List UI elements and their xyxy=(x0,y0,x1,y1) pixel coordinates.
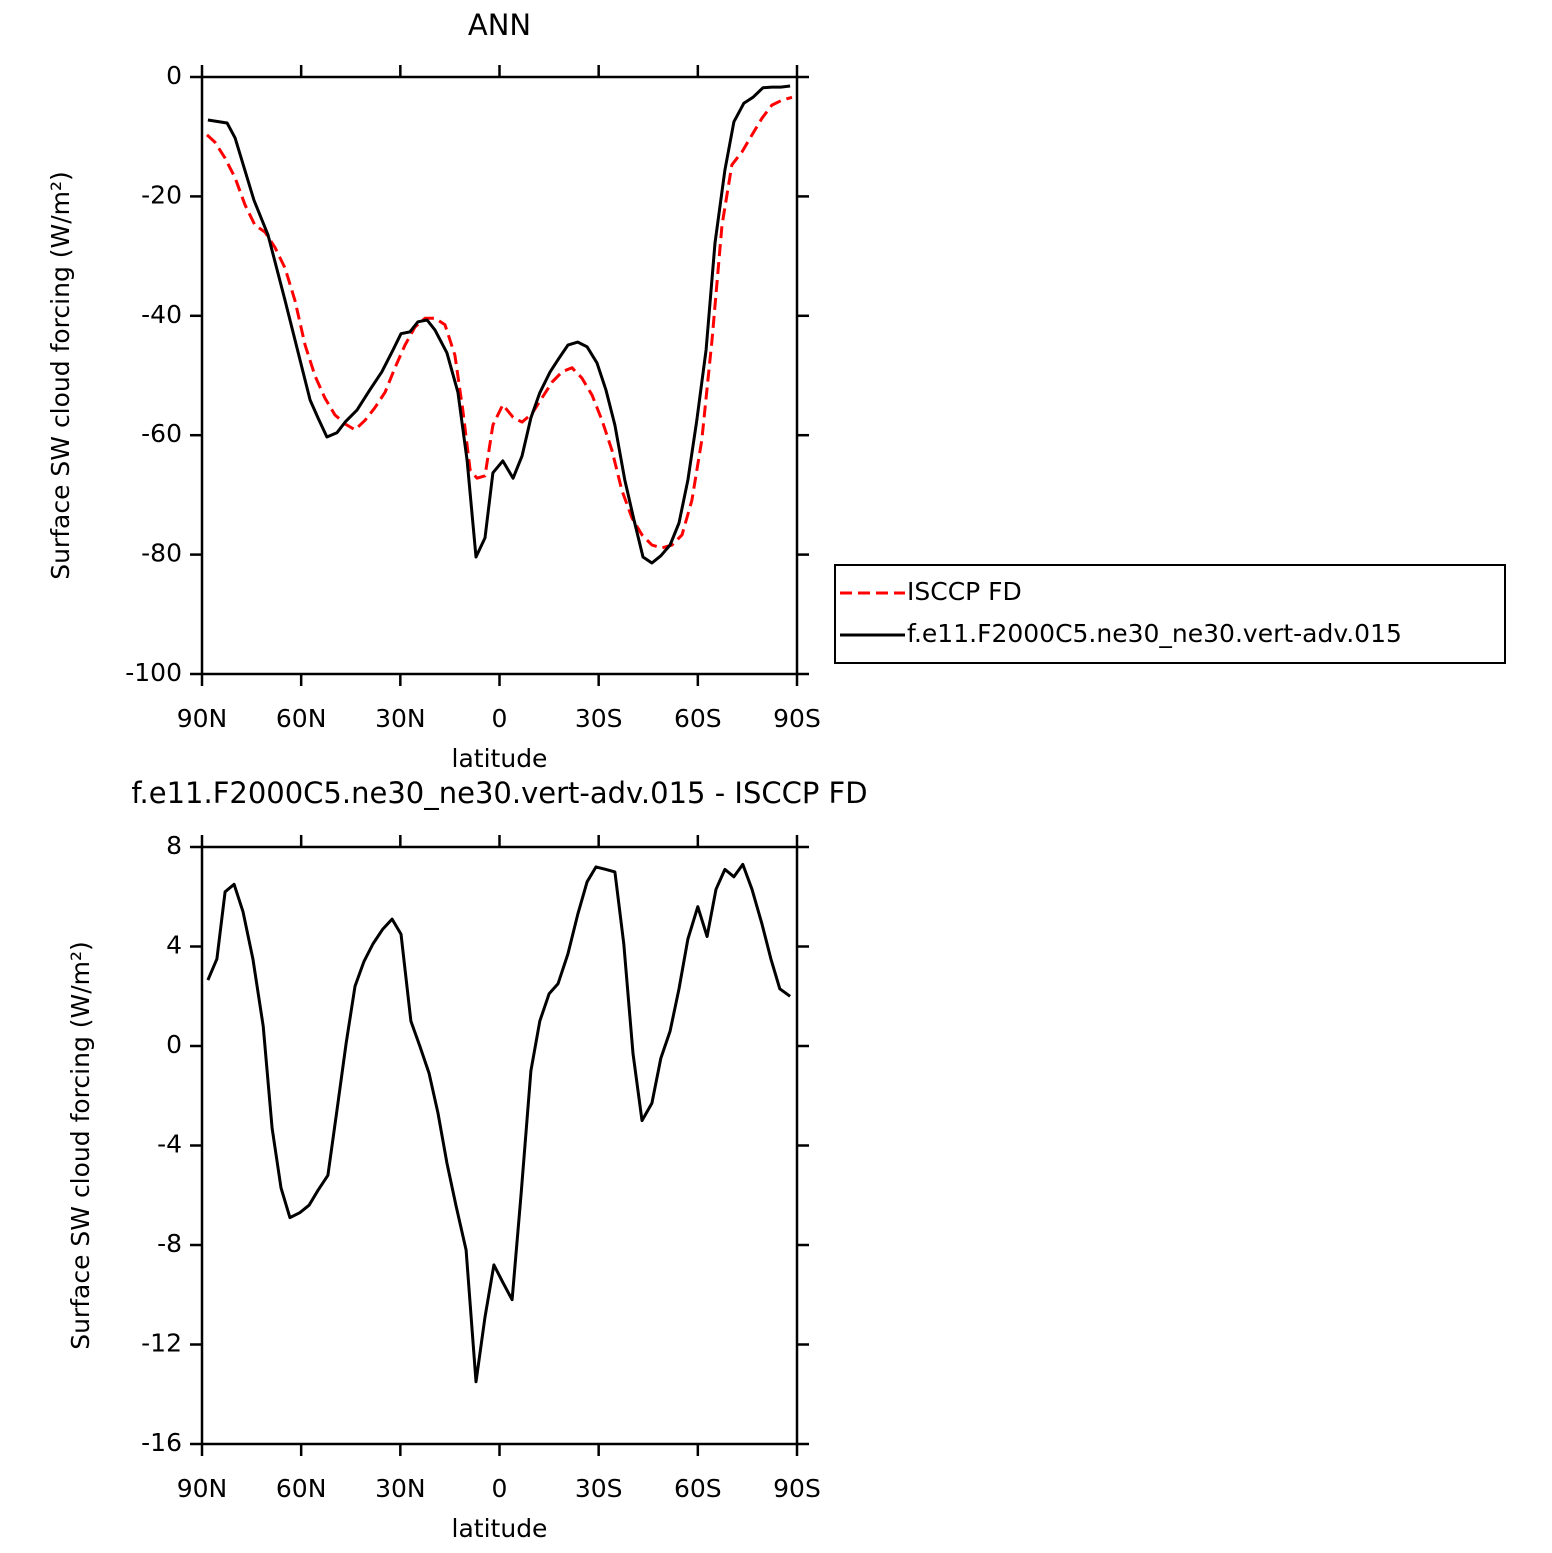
x-tick-label: 0 xyxy=(492,704,508,733)
y-tick-label: -80 xyxy=(141,539,182,568)
legend-label: ISCCP FD xyxy=(907,577,1022,606)
y-tick-label: 0 xyxy=(166,61,182,90)
x-tick-label: 60N xyxy=(276,1474,327,1503)
x-tick-label: 30N xyxy=(375,1474,426,1503)
y-axis-label: Surface SW cloud forcing (W/m²) xyxy=(46,171,75,580)
x-tick-label: 0 xyxy=(492,1474,508,1503)
x-tick-label: 60N xyxy=(276,704,327,733)
legend-box xyxy=(834,564,1506,664)
data-line xyxy=(207,84,791,565)
x-tick-label: 30N xyxy=(375,704,426,733)
data-line xyxy=(205,95,793,550)
x-tick-label: 60S xyxy=(674,704,722,733)
y-tick-label: 8 xyxy=(166,831,182,860)
y-axis-label: Surface SW cloud forcing (W/m²) xyxy=(66,941,95,1350)
x-tick-label: 30S xyxy=(575,704,623,733)
y-tick-label: -40 xyxy=(141,300,182,329)
y-tick-label: -4 xyxy=(157,1130,182,1159)
x-tick-label: 90S xyxy=(773,704,821,733)
y-tick-label: -8 xyxy=(157,1229,182,1258)
y-tick-label: 0 xyxy=(166,1030,182,1059)
legend-label: f.e11.F2000C5.ne30_ne30.vert-adv.015 xyxy=(907,619,1402,648)
chart-title: f.e11.F2000C5.ne30_ne30.vert-adv.015 - I… xyxy=(131,776,867,810)
x-tick-label: 90S xyxy=(773,1474,821,1503)
y-tick-label: 4 xyxy=(166,931,182,960)
x-axis-label: latitude xyxy=(452,744,548,773)
chart-title: ANN xyxy=(468,8,531,42)
y-tick-label: -60 xyxy=(141,419,182,448)
x-tick-label: 60S xyxy=(674,1474,722,1503)
y-tick-label: -100 xyxy=(125,658,182,687)
x-tick-label: 90N xyxy=(177,1474,228,1503)
data-line xyxy=(206,862,791,1384)
y-tick-label: -16 xyxy=(141,1428,182,1457)
x-tick-label: 90N xyxy=(177,704,228,733)
x-tick-label: 30S xyxy=(575,1474,623,1503)
y-tick-label: -12 xyxy=(141,1329,182,1358)
x-axis-label: latitude xyxy=(452,1514,548,1543)
y-tick-label: -20 xyxy=(141,180,182,209)
